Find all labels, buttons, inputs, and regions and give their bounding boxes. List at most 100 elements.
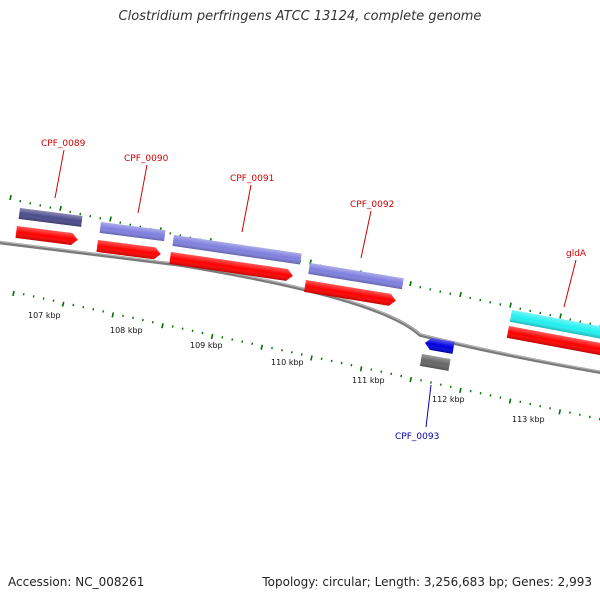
gene-bar-0089 xyxy=(18,208,83,227)
scale-tick xyxy=(429,288,432,291)
gene-bar-0093-gray xyxy=(419,354,451,371)
map-title: Clostridium perfringens ATCC 13124, comp… xyxy=(118,9,482,24)
scale-tick xyxy=(9,194,12,201)
gene-labels: CPF_0089 CPF_0090 CPF_0091 CPF_0092 gldA… xyxy=(41,139,587,442)
scale-tick xyxy=(409,281,412,287)
scale-tick xyxy=(201,331,204,335)
scale-tick xyxy=(558,409,562,415)
gene-label-cpf-0090: CPF_0090 xyxy=(124,154,169,164)
scale-tick xyxy=(479,392,482,395)
scale-tick xyxy=(29,202,32,205)
gene-bar-0092 xyxy=(308,263,404,290)
scale-tick xyxy=(191,329,194,333)
gene-bar-gldA xyxy=(509,310,600,341)
gene-bar-0091 xyxy=(172,235,302,265)
scale-tick xyxy=(72,303,75,307)
tick-label-110: 110 kbp xyxy=(271,358,304,367)
scale-tick xyxy=(539,404,542,408)
scale-tick xyxy=(489,301,492,304)
scale-tick xyxy=(469,389,472,393)
scale-tick xyxy=(589,322,592,325)
topology-summary: Topology: circular; Length: 3,256,683 bp… xyxy=(262,575,592,589)
scale-tick xyxy=(499,303,502,306)
scale-tick xyxy=(92,308,95,311)
scale-tick xyxy=(290,351,293,354)
gene-label-cpf-0093: CPF_0093 xyxy=(395,432,439,442)
scale-tick xyxy=(380,370,383,373)
cds-features xyxy=(15,226,600,357)
upper-ticks xyxy=(9,194,600,327)
scale-tick xyxy=(479,298,482,302)
scale-tick xyxy=(109,216,112,222)
gene-bar-0090 xyxy=(99,222,166,242)
scale-tick xyxy=(409,376,413,383)
scale-tick xyxy=(12,290,15,297)
scale-tick xyxy=(102,310,105,313)
scale-tick xyxy=(61,301,65,307)
cds-arrow-0089 xyxy=(15,226,78,246)
scale-tick xyxy=(169,232,172,235)
label-leaders xyxy=(54,149,577,428)
scale-tick xyxy=(370,368,373,371)
scale-tick xyxy=(281,348,283,352)
cds-arrow-gldA xyxy=(506,326,600,357)
tick-label-107: 107 kbp xyxy=(28,311,61,320)
tick-label-112: 112 kbp xyxy=(432,395,465,404)
kbp-labels: 107 kbp 108 kbp 109 kbp 110 kbp 111 kbp … xyxy=(28,311,545,424)
scale-tick xyxy=(508,398,512,404)
scale-tick xyxy=(122,314,124,317)
tick-label-109: 109 kbp xyxy=(190,341,223,350)
scale-tick xyxy=(260,344,264,350)
genome-backbone xyxy=(0,240,600,375)
scale-tick xyxy=(400,374,403,378)
scale-tick xyxy=(132,316,134,320)
scale-tick xyxy=(210,333,214,340)
scale-tick xyxy=(251,342,254,345)
gene-label-glda: gldA xyxy=(566,249,587,259)
scale-tick xyxy=(171,325,174,328)
scale-tick xyxy=(69,210,72,214)
scale-tick xyxy=(519,307,522,310)
scale-tick xyxy=(549,313,552,317)
scale-tick xyxy=(469,296,472,300)
scale-tick xyxy=(449,292,452,295)
scale-tick xyxy=(59,205,62,211)
gene-label-cpf-0092: CPF_0092 xyxy=(350,200,394,210)
scale-tick xyxy=(231,338,234,341)
scale-tick xyxy=(539,311,542,315)
scale-tick xyxy=(459,291,462,298)
scale-tick xyxy=(39,204,42,207)
scale-tick xyxy=(439,383,442,386)
tick-label-111: 111 kbp xyxy=(352,376,385,385)
cds-arrow-0092 xyxy=(304,280,396,306)
scale-tick xyxy=(19,199,22,203)
scale-tick xyxy=(111,312,115,318)
scale-tick xyxy=(32,295,35,298)
gene-features xyxy=(18,208,600,371)
scale-tick xyxy=(340,361,343,365)
scale-tick xyxy=(419,285,422,289)
scale-tick xyxy=(579,320,582,323)
scale-tick xyxy=(439,290,442,293)
scale-tick xyxy=(529,402,532,406)
cds-arrow-0090 xyxy=(96,240,161,260)
gene-label-cpf-0089: CPF_0089 xyxy=(41,139,86,149)
scale-tick xyxy=(529,309,532,313)
tick-label-113: 113 kbp xyxy=(512,415,545,424)
scale-tick xyxy=(89,214,92,218)
scale-tick xyxy=(151,320,154,324)
gene-label-cpf-0091: CPF_0091 xyxy=(230,174,274,184)
tick-label-108: 108 kbp xyxy=(110,326,143,335)
scale-tick xyxy=(569,318,572,321)
scale-tick xyxy=(310,355,313,361)
scale-tick xyxy=(569,411,571,414)
lower-ticks xyxy=(12,290,600,421)
scale-tick xyxy=(221,336,224,339)
scale-tick xyxy=(129,223,132,226)
scale-tick xyxy=(430,381,432,384)
cds-arrow-0091 xyxy=(169,252,293,281)
scale-tick xyxy=(49,206,52,209)
scale-tick xyxy=(509,302,512,308)
scale-tick xyxy=(359,366,363,372)
